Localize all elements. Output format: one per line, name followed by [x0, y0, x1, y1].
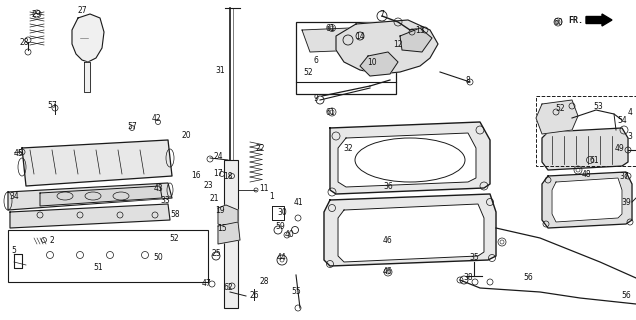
Polygon shape — [360, 52, 398, 76]
Text: 19: 19 — [215, 205, 225, 214]
Text: 12: 12 — [393, 39, 403, 49]
Text: 42: 42 — [151, 114, 161, 123]
Polygon shape — [8, 183, 172, 210]
Text: 20: 20 — [181, 131, 191, 140]
Text: 48: 48 — [581, 170, 591, 179]
Text: 8: 8 — [466, 76, 471, 84]
Text: 30: 30 — [277, 207, 287, 217]
Text: 57: 57 — [47, 100, 57, 109]
Bar — [296, 22, 396, 94]
Polygon shape — [542, 128, 628, 170]
Text: 14: 14 — [355, 31, 365, 41]
Text: 51: 51 — [93, 263, 103, 273]
Text: 15: 15 — [217, 223, 227, 233]
Text: 22: 22 — [255, 143, 265, 153]
Polygon shape — [40, 186, 162, 206]
Polygon shape — [22, 140, 172, 186]
Text: 61: 61 — [325, 108, 335, 116]
FancyArrow shape — [586, 14, 612, 26]
Text: 10: 10 — [367, 58, 377, 67]
Text: 52: 52 — [555, 103, 565, 113]
Text: 57: 57 — [127, 122, 137, 131]
Text: 43: 43 — [153, 183, 163, 193]
Text: 26: 26 — [249, 291, 259, 300]
Text: 24: 24 — [213, 151, 223, 161]
Text: 61: 61 — [589, 156, 599, 164]
Text: 33: 33 — [160, 196, 170, 204]
Text: 7: 7 — [380, 10, 384, 19]
Text: 34: 34 — [9, 191, 19, 201]
Polygon shape — [536, 100, 578, 134]
Text: 13: 13 — [415, 26, 425, 35]
Text: 25: 25 — [211, 250, 221, 259]
Polygon shape — [324, 194, 496, 266]
Text: 52: 52 — [169, 234, 179, 243]
Text: FR.: FR. — [568, 15, 583, 25]
Text: 1: 1 — [270, 191, 274, 201]
Text: 56: 56 — [621, 292, 631, 300]
Text: 62: 62 — [223, 284, 233, 292]
Text: 39: 39 — [621, 197, 631, 206]
Polygon shape — [338, 133, 476, 187]
Polygon shape — [330, 122, 490, 194]
Text: 47: 47 — [201, 279, 211, 289]
Text: 31: 31 — [215, 66, 225, 75]
Text: 49: 49 — [615, 143, 625, 153]
Text: 28: 28 — [259, 276, 269, 285]
Text: 45: 45 — [13, 148, 23, 157]
Polygon shape — [400, 28, 432, 52]
Text: 55: 55 — [291, 287, 301, 297]
Text: 53: 53 — [593, 101, 603, 110]
Text: 16: 16 — [191, 171, 201, 180]
Text: 5: 5 — [11, 245, 17, 254]
Text: 28: 28 — [19, 37, 29, 46]
Polygon shape — [552, 178, 622, 222]
Bar — [224, 160, 238, 308]
Text: 38: 38 — [463, 274, 473, 283]
Polygon shape — [302, 28, 360, 52]
Text: 23: 23 — [203, 180, 213, 189]
Polygon shape — [72, 14, 104, 62]
Bar — [8, 230, 208, 282]
Text: 2: 2 — [50, 236, 54, 244]
Text: 56: 56 — [523, 274, 533, 283]
Text: 32: 32 — [343, 143, 353, 153]
Text: 52: 52 — [303, 68, 313, 76]
Text: 59: 59 — [275, 221, 285, 230]
Text: 61: 61 — [325, 23, 335, 33]
Text: 27: 27 — [77, 5, 86, 14]
Text: 11: 11 — [259, 183, 269, 193]
Text: 40: 40 — [285, 229, 295, 238]
Text: 37: 37 — [619, 172, 629, 180]
Text: 46: 46 — [383, 236, 393, 244]
Text: 29: 29 — [31, 10, 41, 19]
Text: 21: 21 — [209, 194, 219, 203]
Polygon shape — [338, 204, 484, 262]
Text: 17: 17 — [213, 169, 223, 178]
Text: 41: 41 — [293, 197, 303, 206]
Text: 46: 46 — [383, 268, 393, 276]
Text: 9: 9 — [314, 93, 319, 102]
Text: 50: 50 — [153, 253, 163, 262]
Polygon shape — [10, 204, 170, 228]
Text: 4: 4 — [628, 108, 632, 116]
Polygon shape — [84, 62, 90, 92]
Polygon shape — [542, 172, 632, 228]
Text: 35: 35 — [469, 253, 479, 262]
Polygon shape — [218, 222, 240, 244]
Polygon shape — [218, 205, 238, 227]
Text: 3: 3 — [628, 132, 632, 140]
Text: 18: 18 — [223, 172, 233, 180]
Text: 60: 60 — [553, 18, 563, 27]
Text: 44: 44 — [277, 253, 287, 262]
Bar — [536, 96, 636, 166]
Text: 36: 36 — [383, 181, 393, 190]
Polygon shape — [336, 20, 438, 74]
Text: 58: 58 — [170, 210, 180, 219]
Text: 54: 54 — [617, 116, 627, 124]
Text: 6: 6 — [314, 55, 319, 65]
